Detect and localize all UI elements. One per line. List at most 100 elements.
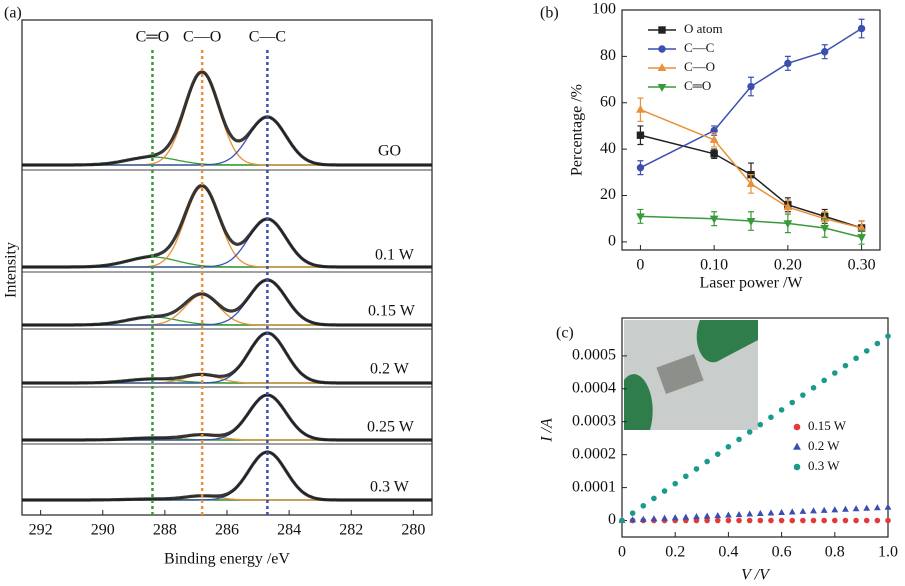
legend-label: O atom: [684, 21, 723, 36]
data-point: [768, 517, 774, 524]
legend-marker: [658, 45, 666, 53]
y-tick-label: 100: [592, 1, 616, 18]
data-point: [709, 134, 719, 143]
envelope-curve: [22, 70, 432, 167]
data-point: [693, 466, 700, 472]
data-point: [842, 505, 849, 512]
data-point: [800, 517, 806, 524]
data-point: [857, 234, 866, 243]
x-tick-label: 0.10: [700, 257, 728, 274]
plot-frame: [621, 9, 881, 251]
data-point: [789, 399, 796, 406]
data-point: [704, 458, 710, 465]
data-point: [672, 480, 679, 487]
data-point: [788, 508, 796, 515]
data-point: [756, 509, 764, 517]
data-point: [725, 443, 732, 450]
data-point: [810, 507, 817, 514]
series-line: [640, 215, 862, 238]
data-point: [821, 48, 829, 56]
data-point: [714, 451, 721, 457]
data-point: [820, 506, 828, 513]
data-point: [863, 348, 870, 354]
data-point: [661, 488, 668, 494]
data-point: [789, 517, 796, 524]
y-tick-label: 0.0002: [572, 445, 616, 462]
legend-label: C═O: [684, 78, 711, 93]
data-point: [874, 517, 881, 524]
legend-marker: [793, 463, 801, 471]
envelope-curve: [22, 393, 432, 442]
x-tick-label: 0.4: [718, 544, 738, 561]
data-point: [703, 512, 711, 519]
x-tick-label: 284: [277, 522, 301, 539]
legend-label: 0.3 W: [808, 458, 840, 473]
y-tick-label: 0.0001: [572, 478, 616, 495]
envelope-curve: [22, 450, 432, 502]
data-point: [636, 104, 645, 113]
legend-label: 0.2 W: [808, 438, 840, 453]
data-point: [885, 517, 891, 524]
series-line: [640, 27, 862, 169]
y-tick-label: 60: [600, 93, 616, 110]
data-point: [747, 82, 755, 91]
y-tick-label: 0.0003: [572, 412, 616, 429]
data-point: [778, 508, 785, 515]
x-tick-label: 0.20: [774, 257, 802, 274]
data-point: [884, 503, 892, 510]
x-tick-label: 288: [153, 522, 177, 539]
inset-glove: [624, 374, 653, 430]
y-tick-label: 40: [600, 140, 616, 157]
legend-marker: [793, 423, 801, 431]
data-point: [852, 505, 860, 512]
series-label: 0.3 W: [370, 479, 410, 496]
data-point: [746, 517, 753, 524]
plot-frame: [621, 317, 889, 538]
data-point: [629, 516, 637, 523]
data-point: [746, 510, 754, 517]
data-point: [853, 517, 859, 524]
data-point: [746, 429, 753, 435]
y-tick-label: 0.0004: [572, 379, 616, 396]
data-point: [636, 131, 645, 139]
series-label: 0.2 W: [370, 361, 410, 378]
data-point: [800, 392, 806, 398]
data-point: [821, 517, 827, 524]
legend-label: 0.15 W: [808, 418, 847, 433]
data-point: [710, 150, 718, 158]
x-tick-label: 0.8: [825, 544, 845, 561]
envelope-curve: [22, 278, 432, 327]
data-point: [629, 510, 636, 516]
peak-label: C═O: [136, 29, 170, 46]
data-point: [810, 517, 817, 524]
data-point: [832, 517, 838, 524]
y-tick-label: 0.0005: [572, 347, 616, 364]
x-tick-label: 292: [29, 522, 53, 539]
y-axis-title: Intensity: [3, 242, 20, 298]
series-line: [640, 109, 862, 229]
data-point: [832, 370, 838, 376]
data-point: [704, 517, 710, 524]
x-tick-label: 0.2: [665, 544, 685, 561]
x-tick-label: 0.30: [848, 257, 876, 274]
panel-label: (a): [4, 5, 22, 22]
data-point: [709, 215, 719, 224]
x-tick-label: 290: [91, 522, 115, 539]
panel-label: (c): [556, 325, 574, 342]
y-axis-title: Percentage /%: [569, 84, 586, 176]
data-point: [651, 495, 657, 502]
peak-label: C—O: [183, 29, 221, 46]
data-point: [783, 220, 793, 229]
data-point: [874, 340, 881, 347]
legend-marker: [657, 83, 667, 92]
y-tick-label: 0: [608, 511, 616, 528]
data-point: [784, 59, 792, 68]
legend-marker: [793, 442, 801, 450]
data-point: [693, 513, 700, 520]
data-point: [863, 504, 871, 511]
data-point: [831, 506, 839, 513]
data-point: [842, 517, 849, 524]
y-tick-label: 20: [600, 186, 616, 203]
data-point: [682, 513, 690, 520]
